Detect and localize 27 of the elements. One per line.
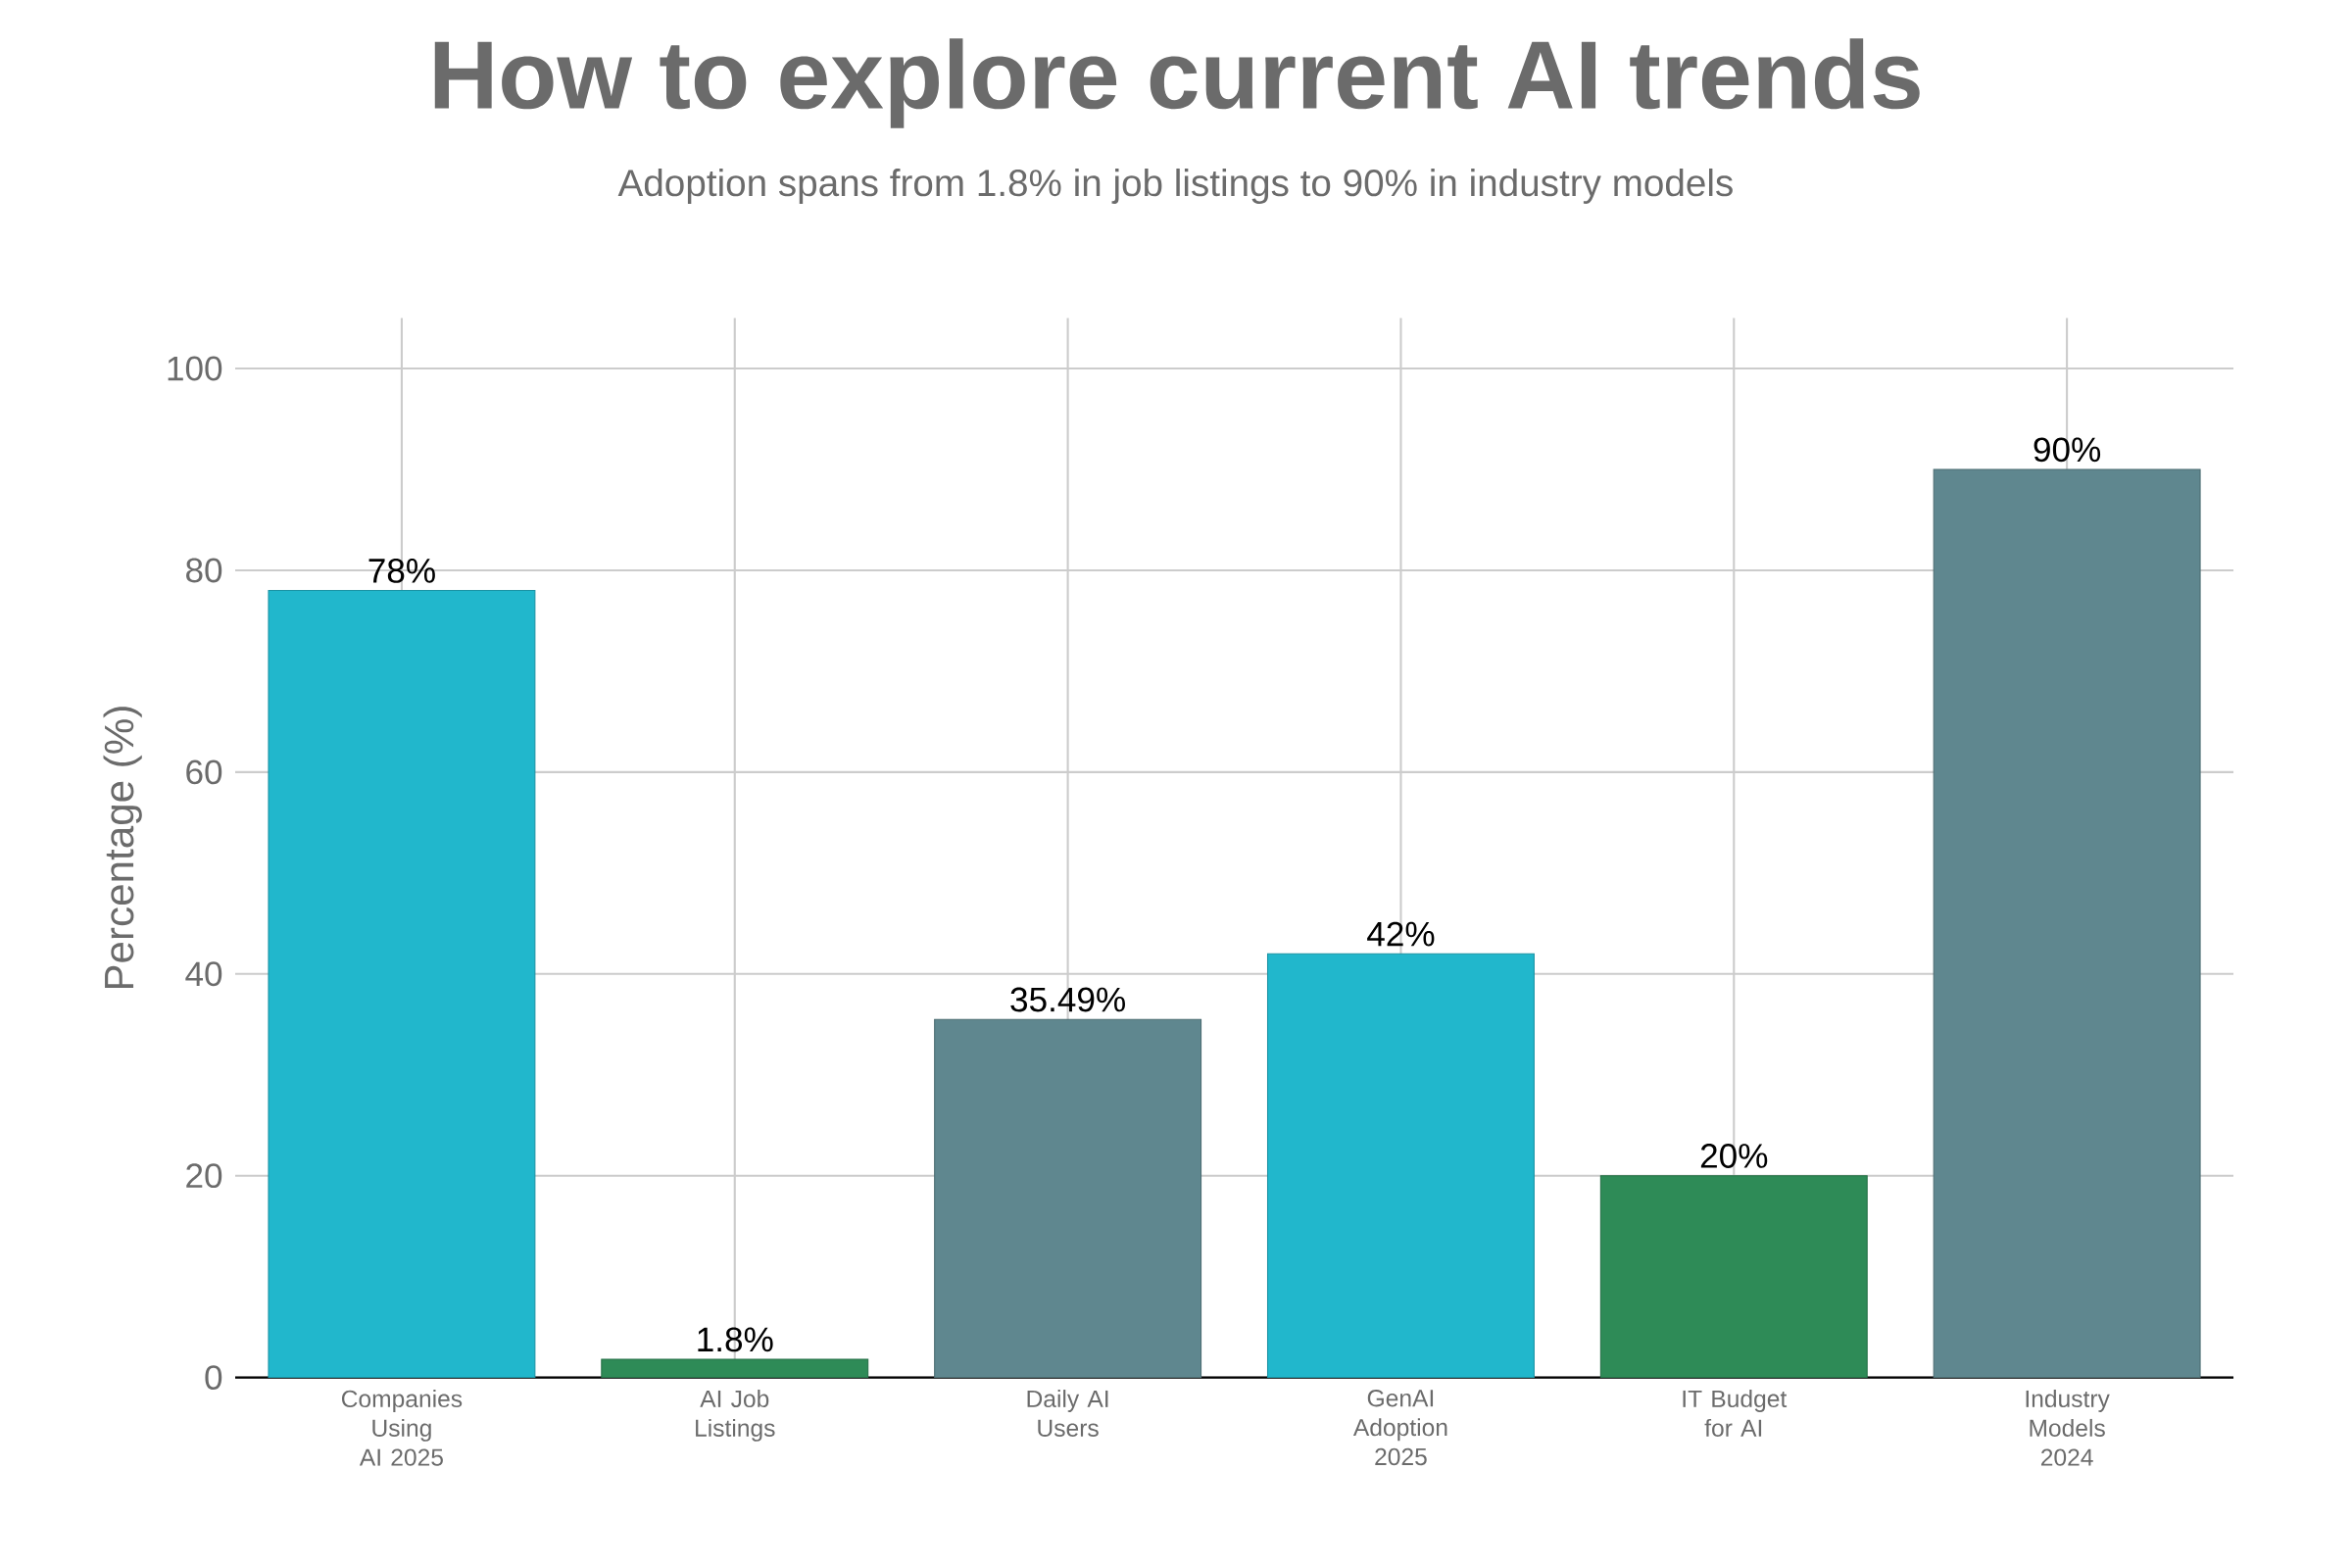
x-tick-label: GenAI Adoption 2025: [1352, 1390, 1447, 1466]
data-label: 42%: [1367, 921, 1435, 947]
x-tick-label: IT Budget for AI: [1683, 1390, 1788, 1437]
bar: [601, 1358, 869, 1379]
y-tick-label: 80: [186, 558, 222, 583]
bar: [1599, 1175, 1868, 1379]
chart-subtitle: Adoption spans from 1.8% in job listings to 90% in industry models: [617, 168, 1733, 204]
data-label: 20%: [1700, 1144, 1768, 1168]
y-axis-title: Percentage (%): [103, 707, 142, 989]
bar: [934, 1018, 1202, 1379]
y-tick-label: 20: [186, 1163, 222, 1189]
bar: [1933, 468, 2201, 1379]
x-tick-label: Industry Models 2024: [2026, 1390, 2110, 1466]
y-tick-label: 60: [186, 760, 222, 785]
x-tick-label: Daily AI Users: [1027, 1390, 1108, 1437]
y-tick-label: 0: [205, 1365, 222, 1391]
bar: [1266, 953, 1535, 1379]
data-label: 1.8%: [698, 1327, 773, 1352]
data-label: 78%: [368, 558, 435, 583]
x-tick-label: AI Job Listings: [696, 1390, 775, 1442]
chart-title: How to explore current AI trends: [434, 38, 1920, 128]
data-label: 35.49%: [1010, 987, 1125, 1012]
x-tick-label: Companies Using AI 2025: [341, 1390, 463, 1466]
bar: [268, 590, 536, 1379]
y-tick-label: 100: [168, 356, 222, 381]
y-tick-label: 40: [185, 961, 222, 987]
data-label: 90%: [2034, 437, 2101, 463]
